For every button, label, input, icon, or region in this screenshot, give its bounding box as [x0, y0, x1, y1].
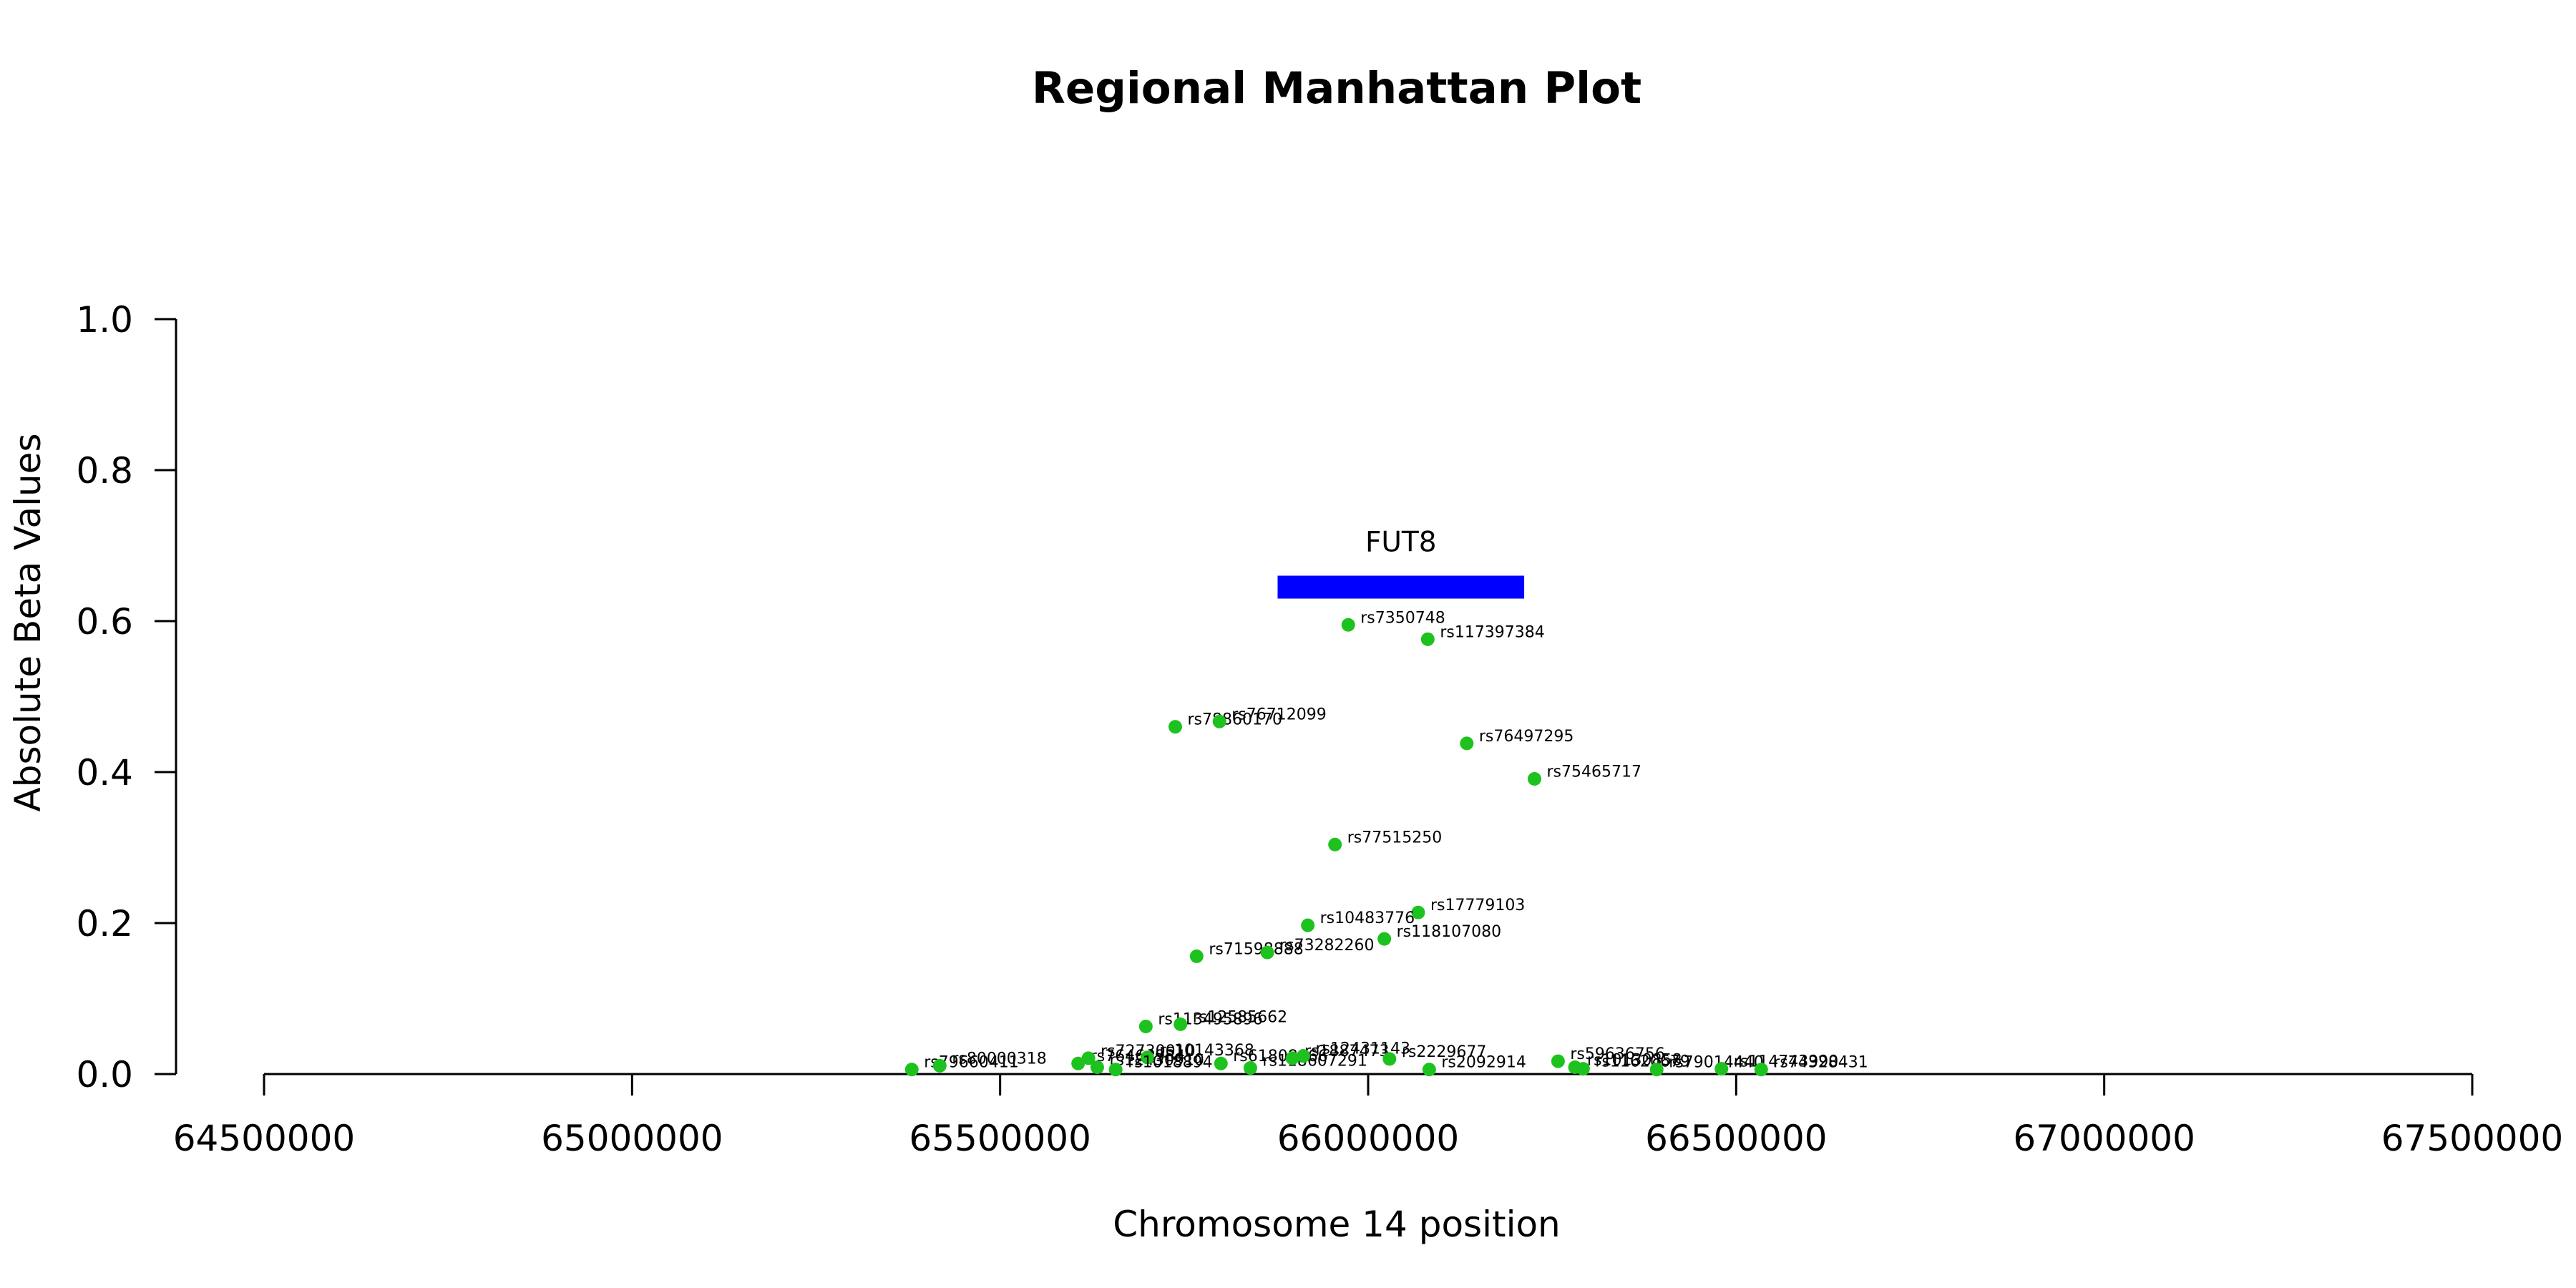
- snp-label: rs118107080: [1397, 923, 1501, 941]
- x-tick-label: 66000000: [1277, 1118, 1460, 1159]
- snp-point: [1138, 1020, 1153, 1034]
- y-axis-label: Absolute Beta Values: [7, 434, 49, 812]
- x-axis: 64500000 65000000 65500000 66000000 66500000…: [173, 1073, 2564, 1159]
- snp-point: [1754, 1063, 1768, 1077]
- snp-label: rs10130858: [1587, 1052, 1682, 1070]
- y-tick-label: 0.6: [76, 601, 133, 643]
- snp-label: rs59636756: [1570, 1045, 1664, 1063]
- gene-track: FUT8: [1277, 527, 1525, 599]
- x-tick-label: 65500000: [909, 1118, 1091, 1159]
- x-tick-label: 67500000: [2381, 1118, 2564, 1159]
- snp-label: rs80000318: [952, 1050, 1046, 1068]
- snp-label: rs76497295: [1479, 728, 1574, 746]
- y-tick-label: 0.2: [76, 903, 133, 945]
- snp-point: [1140, 1050, 1154, 1065]
- snp-point: [1411, 905, 1425, 919]
- snp-point: [1649, 1063, 1664, 1077]
- snp-point: [1285, 1051, 1299, 1065]
- x-axis-label: Chromosome 14 position: [1113, 1204, 1561, 1245]
- snp-label: rs114743990: [1734, 1053, 1838, 1071]
- y-tick-label: 0.8: [76, 450, 133, 492]
- snp-point: [1108, 1063, 1123, 1077]
- snp-point: [1527, 771, 1541, 786]
- snp-point: [1081, 1051, 1096, 1065]
- snp-point: [1551, 1054, 1565, 1068]
- snp-label: rs1887473: [1304, 1043, 1390, 1060]
- snp-point: [932, 1058, 947, 1073]
- snp-point: [1301, 918, 1315, 932]
- snp-label: rs76464984: [1091, 1048, 1185, 1065]
- snp-label: rs12585662: [1193, 1008, 1287, 1026]
- snp-label: rs77515250: [1347, 829, 1442, 847]
- chart-title: Regional Manhattan Plot: [1032, 63, 1641, 114]
- snp-point: [1576, 1062, 1590, 1076]
- x-tick-label: 67000000: [2013, 1118, 2195, 1159]
- snp-point: [1714, 1062, 1729, 1076]
- snp-point: [1174, 1017, 1188, 1031]
- x-tick-label: 65000000: [541, 1118, 723, 1159]
- snp-label: rs10483776: [1320, 909, 1415, 927]
- snp-label: rs73282260: [1279, 937, 1374, 955]
- snp-label: rs12430910: [1109, 1052, 1204, 1070]
- snp-label: rs2229677: [1402, 1043, 1487, 1061]
- snp-point: [1296, 1049, 1310, 1063]
- x-tick-label: 64500000: [173, 1118, 356, 1159]
- snp-point: [1420, 632, 1435, 646]
- snp-point: [1168, 720, 1182, 734]
- snp-label: rs1018894: [1128, 1054, 1213, 1072]
- snp-label: rs7350748: [1360, 609, 1445, 627]
- snp-point: [1071, 1056, 1085, 1070]
- snp-point: [1189, 949, 1204, 963]
- snp-point: [1260, 945, 1274, 960]
- snp-label: rs17779103: [1430, 897, 1525, 914]
- snp-label: rs12431143: [1315, 1040, 1410, 1058]
- snp-point: [1328, 837, 1342, 852]
- snp-point: [1090, 1060, 1104, 1075]
- snp-label: rs118607291: [1262, 1053, 1367, 1070]
- x-tick-label: 66500000: [1645, 1118, 1828, 1159]
- y-tick-label: 0.0: [76, 1054, 133, 1096]
- snp-label: rs117397384: [1440, 623, 1544, 641]
- snp-point: [1212, 714, 1226, 728]
- snp-label: rs75465717: [1546, 763, 1641, 781]
- gene-bar-fut8: [1277, 575, 1525, 599]
- y-axis: 0.0 0.2 0.4 0.6 0.8 1.0: [76, 299, 177, 1096]
- snp-point: [1341, 618, 1355, 632]
- snp-point: [1422, 1063, 1436, 1077]
- snp-point: [1382, 1052, 1397, 1066]
- snp-point: [1460, 736, 1474, 751]
- gene-label: FUT8: [1365, 527, 1437, 559]
- snp-point: [1243, 1061, 1257, 1075]
- snp-label: rs78860170: [1187, 711, 1282, 729]
- snp-label: rs11620679: [1595, 1053, 1689, 1071]
- y-tick-label: 1.0: [76, 299, 133, 341]
- snp-point: [1377, 932, 1392, 946]
- snp-label: rs71598888: [1209, 940, 1303, 958]
- snp-label: rs76712099: [1231, 706, 1326, 723]
- snp-label: rs74328431: [1773, 1054, 1868, 1072]
- snp-point: [1214, 1056, 1228, 1070]
- snp-label: rs2092914: [1441, 1054, 1526, 1072]
- y-tick-label: 0.4: [76, 752, 133, 794]
- snp-point: [904, 1063, 919, 1077]
- snp-label: rs10143368: [1159, 1042, 1254, 1060]
